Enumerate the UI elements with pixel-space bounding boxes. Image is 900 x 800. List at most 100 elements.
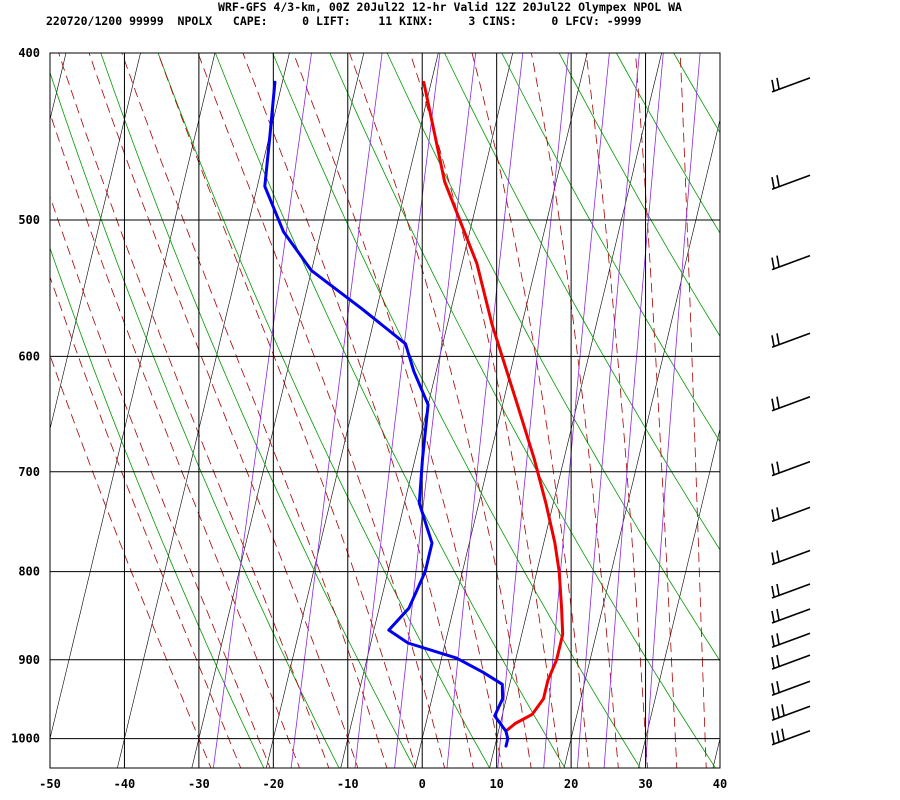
pressure-tick-label: 700 xyxy=(18,465,40,479)
dry-adiabat-line xyxy=(616,53,720,234)
dry-adiabat-line xyxy=(157,53,490,768)
wind-barb-feather xyxy=(771,177,775,189)
isotherm-line xyxy=(862,53,900,768)
dry-adiabat-line xyxy=(100,53,415,768)
wind-barbs xyxy=(771,77,811,746)
dry-adiabat-line xyxy=(386,53,720,662)
isotherm-line xyxy=(50,53,141,431)
dewpoint-profile-line xyxy=(263,80,510,748)
wind-barb-staff xyxy=(771,549,811,566)
wind-barb xyxy=(771,506,811,523)
wind-barb xyxy=(771,174,811,190)
isotherm-line xyxy=(191,53,365,768)
mixing-ratio-line xyxy=(394,53,477,768)
sounding-indices: 220720/1200 99999 NPOLX CAPE: 0 LIFT: 11… xyxy=(46,14,642,28)
wind-barb-staff xyxy=(771,654,811,670)
temperature-tick-label: -20 xyxy=(262,777,284,791)
moist-adiabat-line xyxy=(530,53,619,768)
wind-barb-feather xyxy=(776,633,780,645)
dry-adiabat-line xyxy=(50,246,265,768)
isotherm-line xyxy=(489,53,662,768)
wind-barb-staff xyxy=(771,254,811,271)
moist-adiabat-line xyxy=(58,53,330,768)
dry-adiabat-line xyxy=(731,53,900,768)
wind-barb-staff xyxy=(771,460,811,477)
pressure-tick-label: 800 xyxy=(18,565,40,579)
profile-lines xyxy=(263,80,565,748)
isotherm-line xyxy=(787,53,900,768)
wind-barb-staff xyxy=(771,729,811,746)
temperature-tick-label: -30 xyxy=(188,777,210,791)
pressure-tick-label: 600 xyxy=(18,349,40,363)
pressure-tick-label: 400 xyxy=(18,46,40,60)
moist-adiabat-line xyxy=(679,53,707,768)
mixing-ratio-line xyxy=(543,53,610,768)
wind-barb-feather xyxy=(771,585,775,598)
wind-barb-feather xyxy=(776,175,780,187)
dry-adiabat-line xyxy=(329,53,716,768)
dry-adiabat-line xyxy=(846,53,900,768)
wind-barb xyxy=(771,77,811,93)
mixing-ratio-line xyxy=(576,53,640,768)
guide-lines xyxy=(50,53,900,768)
isotherm-line xyxy=(266,53,439,768)
wind-barb-feather xyxy=(776,461,780,473)
mixing-ratio-line xyxy=(354,53,441,768)
wind-barb-feather xyxy=(776,681,780,693)
wind-barb-staff xyxy=(771,332,811,349)
mixing-ratio-line xyxy=(603,53,664,768)
dry-adiabat-line xyxy=(272,53,641,768)
dry-adiabat-line xyxy=(558,53,720,337)
wind-barb-feather xyxy=(776,706,780,718)
dry-adiabat-line xyxy=(444,53,720,551)
pressure-tick-label: 500 xyxy=(18,213,40,227)
isotherm-line xyxy=(638,427,720,768)
mixing-ratio-line xyxy=(497,53,569,768)
wind-barb-staff xyxy=(771,632,811,649)
wind-barb-feather xyxy=(776,654,780,667)
pressure-tick-label: 1000 xyxy=(11,732,40,746)
temperature-tick-label: -40 xyxy=(114,777,136,791)
wind-barb-feather xyxy=(771,656,775,669)
moist-adiabat-line xyxy=(50,195,271,768)
mixing-ratio-line xyxy=(645,53,701,768)
wind-barb xyxy=(771,654,811,670)
wind-barb-feather xyxy=(771,708,775,720)
wind-barb-staff xyxy=(771,395,811,412)
wind-barb-feather xyxy=(771,463,775,475)
wind-barb xyxy=(771,608,811,624)
wind-barb-feather xyxy=(776,730,780,742)
moist-adiabat-line xyxy=(157,53,417,768)
wind-barb-feather xyxy=(776,77,780,90)
wind-barb-staff xyxy=(771,77,811,93)
wind-barb xyxy=(771,254,811,271)
wind-barb-feather xyxy=(781,728,785,740)
wind-barb-feather xyxy=(776,507,780,519)
wind-barb-staff xyxy=(771,174,811,190)
dry-adiabat-line xyxy=(215,53,566,768)
wind-barb-feather xyxy=(771,509,775,521)
wind-barb xyxy=(771,728,811,746)
dry-adiabat-line xyxy=(501,53,720,443)
wind-barb-feather xyxy=(776,396,780,408)
mixing-ratio-line xyxy=(446,53,524,768)
wind-barb-feather xyxy=(776,583,780,596)
temperature-tick-label: -10 xyxy=(337,777,359,791)
wind-barb-staff xyxy=(771,583,811,599)
wind-barb-feather xyxy=(771,335,775,347)
moist-adiabat-line xyxy=(50,354,212,768)
temperature-profile-line xyxy=(422,80,565,733)
wind-barb-staff xyxy=(771,705,811,722)
pressure-tick-label: 900 xyxy=(18,653,40,667)
moist-adiabat-line xyxy=(242,53,474,768)
moist-adiabat-line xyxy=(88,53,359,768)
moist-adiabat-line xyxy=(292,53,503,768)
wind-barb-staff xyxy=(771,506,811,523)
wind-barb-feather xyxy=(771,635,775,647)
isotherm-line xyxy=(50,53,216,740)
wind-barb xyxy=(771,680,811,696)
temperature-tick-label: 20 xyxy=(564,777,578,791)
mixing-ratio-line xyxy=(290,53,383,768)
wind-barb xyxy=(771,583,811,599)
